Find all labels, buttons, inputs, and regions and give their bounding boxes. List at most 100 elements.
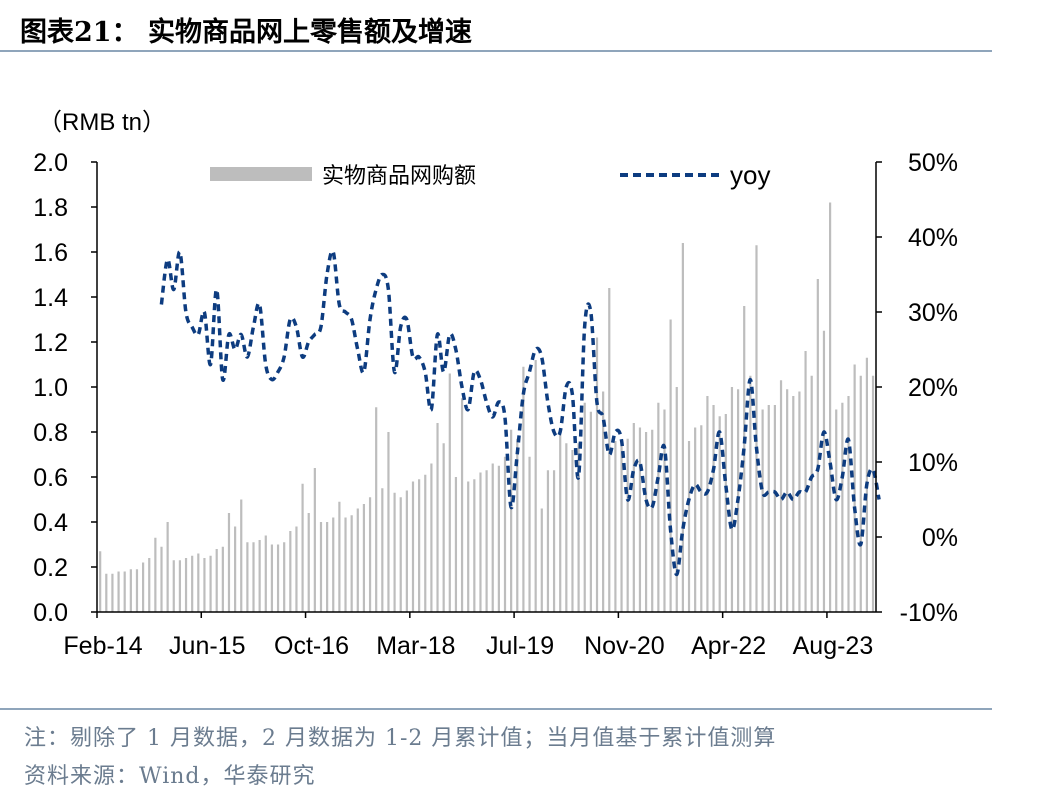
bar [283,542,286,612]
bar [111,573,114,612]
bar [528,456,531,612]
bar [497,465,500,612]
bar [730,387,734,612]
left-axis-unit-label: （RMB tn） [38,109,167,136]
bar [326,522,329,612]
bar [105,573,108,612]
bar [871,375,875,612]
bar [356,508,359,612]
bar [117,571,120,612]
bar [160,546,163,612]
bar [454,477,458,612]
legend-yoy-label: yoy [730,160,770,190]
bar [749,375,752,612]
right-axis-tick-label: 20% [908,374,958,402]
bar [411,481,415,612]
bar [786,389,789,612]
yoy-line-series [159,249,881,577]
right-axis-tick-label: 40% [908,224,958,252]
top-divider [0,50,992,52]
bottom-divider [0,708,992,710]
bar [338,501,341,612]
bar [503,456,507,612]
x-axis-tick-label: Jul-19 [486,632,554,660]
bar [687,441,691,612]
left-axis-tick-label: 1.4 [33,284,68,312]
bar [246,542,249,612]
bar [172,560,175,612]
x-axis-tick-label: Apr-22 [691,632,766,660]
bar [792,396,795,612]
bar [375,407,378,612]
bar [215,549,218,612]
chart-axes: 0.0 0.2 0.4 0.6 0.8 1.0 1.2 1.4 1.6 1.8 2.0 -10% 0% 1… [33,149,958,660]
footnote: 注：剔除了 1 月数据，2 月数据为 1-2 月累计值；当月值基于累计值测算 [24,726,777,751]
left-axis-tick-label: 1.8 [33,194,68,222]
right-axis-tick-label: 50% [908,149,958,177]
bar [657,402,660,612]
left-axis-tick-label: 1.6 [33,239,68,267]
bar [295,526,298,612]
bar [387,432,390,612]
bar [816,279,819,612]
bar [123,571,126,612]
bar [712,405,715,612]
bar [448,373,451,612]
bar [694,427,697,612]
x-axis-tick-label: Oct-16 [274,632,349,660]
bar [234,526,237,612]
bar [638,427,642,612]
left-axis-tick-label: 0.4 [33,509,68,537]
bar [644,432,648,612]
bar [307,513,310,612]
bar [835,409,838,612]
chart-title: 图表21： 实物商品网上零售额及增速 [20,17,472,48]
left-axis-tick-label: 0.8 [33,419,68,447]
bar [829,202,832,612]
bar [197,553,200,612]
bar [577,443,580,612]
bar [221,546,224,612]
bar [485,470,488,612]
bar [442,443,445,612]
bar [798,391,801,612]
bar [718,416,721,612]
legend-bar-label: 实物商品网购额 [322,164,476,189]
bar [313,468,316,612]
left-axis-tick-label: 1.2 [33,329,68,357]
bar [724,414,727,612]
bar [491,463,494,612]
left-axis-tick-label: 0.6 [33,464,68,492]
bar [565,443,568,612]
bar [681,243,684,612]
right-axis-tick-label: 30% [908,299,958,327]
bar [675,387,678,612]
bar [853,364,856,612]
left-axis-tick-label: 2.0 [33,149,68,177]
bar [166,522,169,612]
left-axis-tick-label: 0.2 [33,554,68,582]
bar [430,463,433,612]
bar [319,522,323,612]
bar [350,515,353,612]
bar [344,517,347,612]
bar [184,558,188,612]
bar [510,429,513,612]
bar [276,544,280,612]
bar [393,492,396,612]
bar [804,351,807,612]
bar [626,438,629,612]
x-axis-tick-label: Mar-18 [376,632,455,660]
bar [227,513,231,612]
bar [534,360,537,612]
bar [203,558,206,612]
bar [522,366,525,612]
legend-bar-swatch [210,167,312,181]
x-axis-tick-label: Aug-23 [793,632,874,660]
bar [368,497,372,612]
bar [332,517,335,612]
bar [632,423,635,612]
bar [362,504,366,612]
bar [540,508,543,612]
